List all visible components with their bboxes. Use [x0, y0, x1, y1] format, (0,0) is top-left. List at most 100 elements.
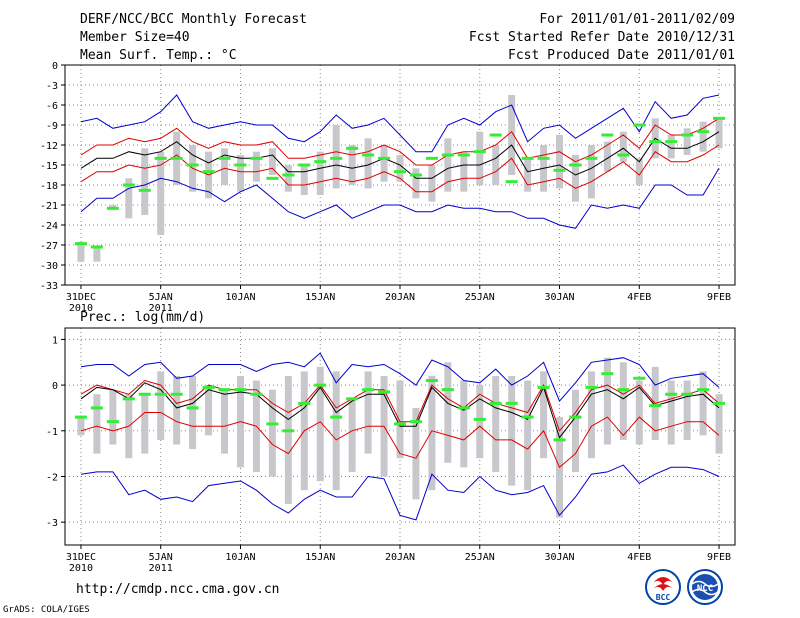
outer-upper-line: [80, 94, 720, 153]
spread-bar: [508, 375, 516, 486]
observed-marker: [521, 156, 534, 160]
y-tick-label: -6: [46, 101, 58, 112]
spread-bar: [635, 380, 643, 445]
observed-marker: [234, 163, 247, 167]
observed-marker: [649, 140, 662, 144]
y-tick-label: -15: [40, 161, 58, 172]
member-size-label: Member Size=40: [80, 30, 190, 45]
spread-bar: [268, 148, 276, 175]
spread-bar: [715, 118, 723, 149]
observed-marker: [489, 133, 502, 137]
bcc-logo-text: BCC: [656, 593, 671, 602]
observed-marker: [298, 401, 311, 405]
spread-bar: [619, 131, 627, 162]
observed-marker: [170, 392, 183, 396]
spread-bar: [540, 371, 548, 459]
spread-bar: [125, 178, 133, 219]
observed-marker: [697, 388, 710, 392]
spread-bar: [268, 389, 276, 477]
y-tick-label: -9: [46, 121, 58, 132]
x-tick-label: 20JAN: [385, 552, 415, 563]
observed-marker: [250, 392, 263, 396]
observed-marker: [601, 133, 614, 137]
spread-bar: [348, 398, 356, 472]
spread-bar: [396, 380, 404, 459]
observed-marker: [425, 156, 438, 160]
spread-bar: [635, 158, 643, 185]
x-tick-label: 5JAN: [149, 292, 173, 303]
observed-marker: [521, 415, 534, 419]
figure-title: DERF/NCC/BCC Monthly Forecast: [80, 12, 307, 27]
observed-marker: [378, 156, 391, 160]
observed-marker: [298, 163, 311, 167]
spread-bar: [699, 121, 707, 152]
observed-marker: [250, 156, 263, 160]
prec-panel-title: Prec.: log(mm/d): [80, 310, 206, 325]
spread-bar: [524, 380, 532, 491]
spread-bar: [524, 158, 532, 192]
x-tick-label: 5JAN: [149, 552, 173, 563]
spread-bar: [284, 375, 292, 504]
spread-bar: [715, 394, 723, 454]
observed-marker: [378, 390, 391, 394]
observed-marker: [473, 417, 486, 421]
observed-marker: [106, 206, 119, 210]
spread-bar: [603, 141, 611, 172]
observed-marker: [154, 156, 167, 160]
x-tick-label: 15JAN: [305, 292, 335, 303]
observed-marker: [569, 163, 582, 167]
spread-bar: [587, 145, 595, 199]
spread-bar: [587, 371, 595, 459]
x-tick-label: 30JAN: [544, 552, 574, 563]
observed-marker: [394, 170, 406, 174]
temp-panel-title: Mean Surf. Temp.: °C: [80, 48, 237, 63]
spread-bar: [109, 389, 117, 445]
y-tick-label: 0: [52, 61, 58, 72]
x-tick-label: 10JAN: [225, 292, 255, 303]
observed-marker: [330, 415, 343, 419]
observed-marker: [346, 146, 359, 150]
observed-marker: [409, 173, 422, 177]
spread-bar: [316, 366, 324, 482]
observed-marker: [266, 176, 279, 180]
observed-marker: [441, 388, 454, 392]
spread-bar: [603, 357, 611, 445]
y-tick-label: -21: [40, 201, 58, 212]
x-tick-year-label: 2010: [69, 303, 93, 314]
observed-marker: [234, 388, 247, 392]
inner-upper-line: [80, 379, 720, 432]
observed-marker: [106, 420, 119, 424]
spread-bar: [221, 389, 229, 454]
observed-marker: [90, 406, 103, 410]
observed-marker: [505, 401, 518, 405]
spread-bar: [221, 148, 229, 185]
fcst-produced-date: Fcst Produced Date 2011/01/01: [508, 48, 735, 63]
observed-marker: [138, 188, 151, 192]
fcst-started-date: Fcst Started Refer Date 2010/12/31: [468, 30, 735, 45]
spread-bar: [93, 248, 101, 262]
spread-bar: [157, 371, 165, 440]
observed-marker: [170, 156, 183, 160]
x-tick-label: 31DEC: [66, 552, 96, 563]
source-url[interactable]: http://cmdp.ncc.cma.gov.cn: [76, 582, 280, 597]
observed-marker: [74, 242, 87, 246]
observed-marker: [601, 372, 614, 376]
x-tick-label: 31DEC: [66, 292, 96, 303]
observed-marker: [713, 401, 726, 405]
observed-marker: [537, 385, 550, 389]
observed-marker: [202, 385, 215, 389]
observed-marker: [409, 420, 422, 424]
spread-bar: [93, 394, 101, 454]
observed-marker: [617, 388, 630, 392]
observed-marker: [681, 133, 694, 137]
spread-bar: [205, 385, 213, 436]
x-tick-year-label: 2011: [149, 303, 173, 314]
spread-bar: [300, 165, 308, 195]
spread-bar: [619, 362, 627, 440]
temperature-panel: 0 -3 -6 -9 -12 -15 -18 -21 -24 -27 -30 -33 31DEC2010…: [40, 61, 736, 314]
y-tick-label: -1: [46, 427, 58, 438]
spread-bar: [683, 380, 691, 440]
spread-bar: [476, 385, 484, 459]
